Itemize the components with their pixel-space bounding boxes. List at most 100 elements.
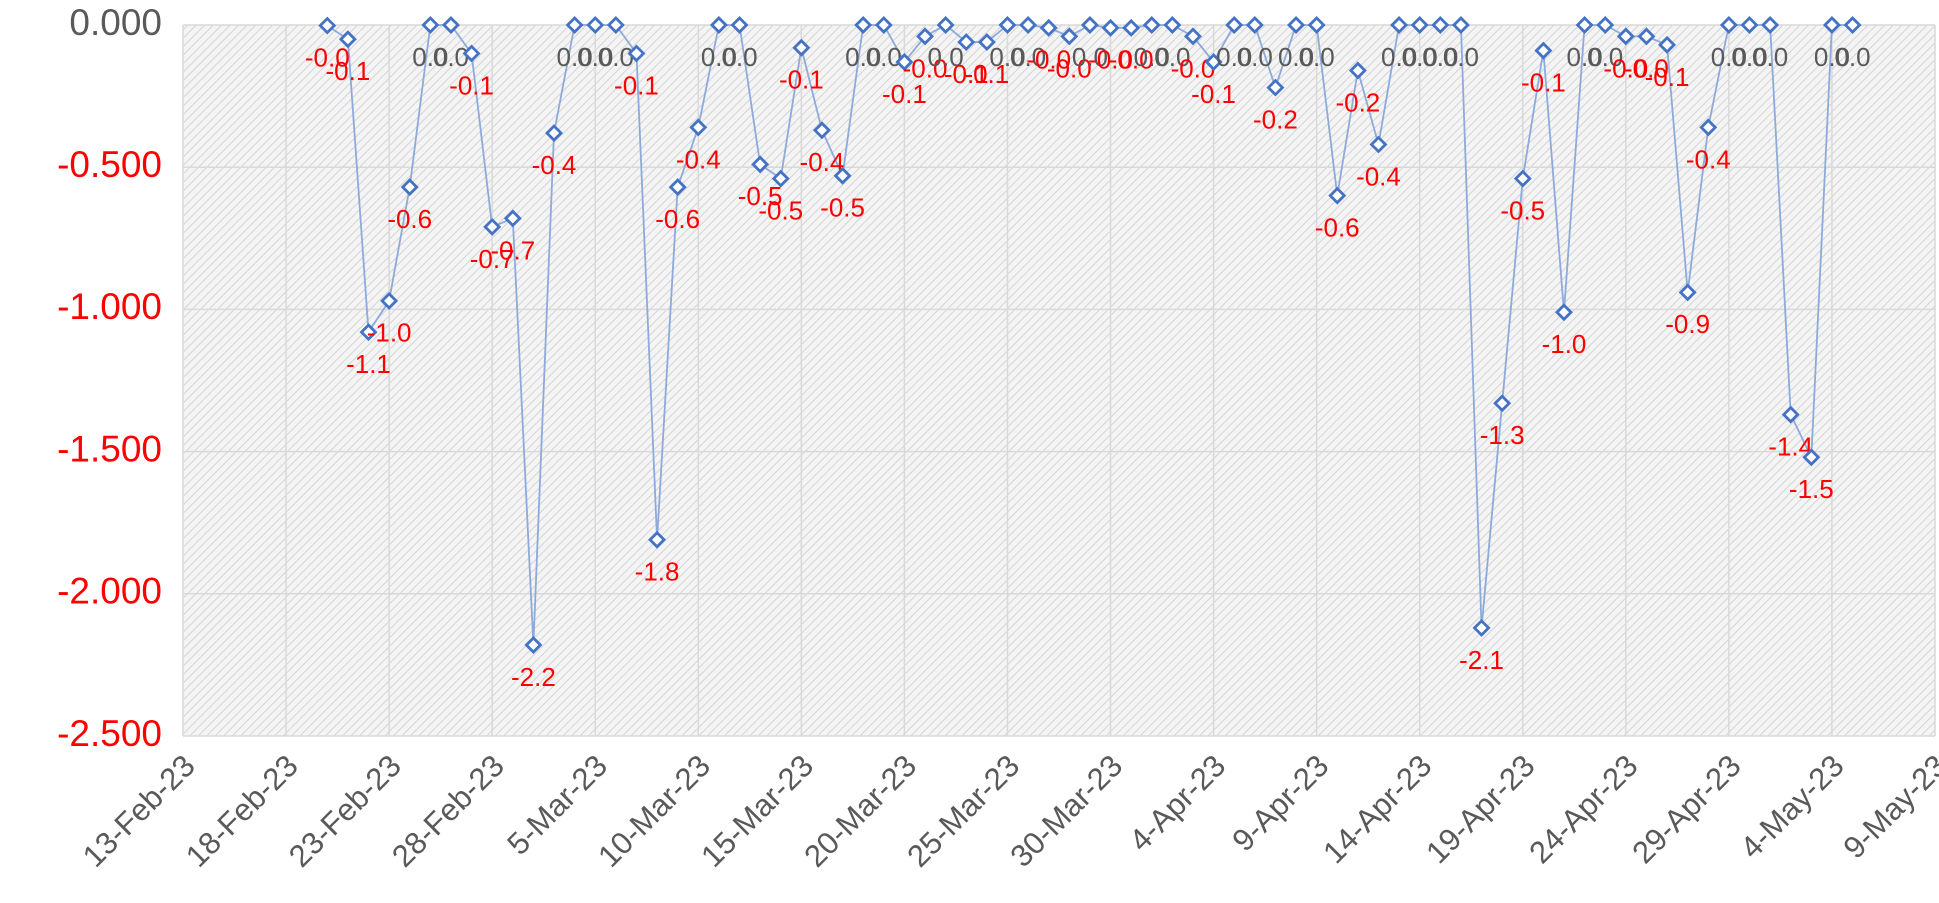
data-point [565,16,584,34]
data-point [689,118,708,137]
data-point [462,44,481,63]
data-point [1101,18,1120,37]
data-label: 0.0 [701,42,737,72]
data-label: 0.0 [928,42,964,72]
data-label: -1.3 [1480,420,1525,450]
data-label: 0.0 [1072,42,1108,72]
data-label: 0.0 [1567,42,1603,72]
data-label: -0.4 [800,147,845,177]
data-point [545,124,563,143]
data-label: -0.0 [1088,45,1133,75]
data-point [586,16,605,34]
data-point [812,121,831,140]
data-point [1307,16,1326,34]
data-point [1328,186,1347,205]
data-point [503,209,522,228]
data-point [1287,16,1306,34]
data-label: -0.1 [449,70,494,100]
data-label: -0.2 [1335,87,1380,117]
data-point [1658,35,1677,54]
data-point [1266,78,1285,97]
x-tick-label: 10-Mar-23 [591,748,717,874]
data-point [1534,41,1553,60]
data-point [1555,303,1573,322]
y-tick-label: -2.500 [57,713,162,754]
data-point [1472,618,1491,637]
y-tick-label: 0.000 [69,2,162,43]
data-label: 0.0 [1587,42,1623,72]
data-point [1369,135,1388,154]
data-label: 0.0 [866,42,902,72]
data-label: 0.0 [1443,42,1479,72]
data-point [1843,16,1862,34]
data-point [400,178,419,197]
data-point [1039,18,1058,37]
data-label: -2.2 [511,662,556,692]
data-label: -0.9 [1665,309,1710,339]
data-point [1204,52,1223,71]
data-point [1080,16,1099,34]
data-point [1719,16,1738,34]
data-point [524,636,543,654]
data-point [916,27,935,46]
data-label: 0.0 [845,42,881,72]
data-point [1431,16,1450,34]
data-label: 0.0 [1752,42,1788,72]
data-point [1761,16,1780,34]
y-tick-label: -1.000 [57,286,162,327]
x-tick-label: 28-Feb-23 [385,748,511,874]
data-point [1060,27,1079,46]
data-label: -0.1 [1645,62,1690,92]
data-point [895,52,914,71]
data-point [1225,16,1244,34]
data-label: 0.0 [721,42,757,72]
data-label: -0.1 [1191,79,1236,109]
data-label: -0.0 [1026,45,1071,75]
data-point [854,16,873,34]
data-point [1616,27,1635,46]
data-point [380,291,399,310]
data-label: -0.4 [676,144,721,174]
x-tick-label: 19-Apr-23 [1419,748,1541,870]
data-point [730,16,749,34]
data-point [1122,18,1141,37]
data-label: -0.5 [820,193,865,223]
data-label: -0.1 [614,70,659,100]
data-label: 0.0 [989,42,1025,72]
data-label: -1.5 [1789,474,1834,504]
data-label: -0.0 [1603,53,1648,83]
data-point [977,33,996,52]
data-point [1493,394,1512,413]
data-point [874,16,893,34]
data-label: -0.0 [1109,45,1154,75]
x-tick-label: 4-Apr-23 [1122,748,1232,858]
data-point [1163,16,1182,34]
data-point [1348,61,1367,80]
data-label: -0.6 [387,204,432,234]
data-label: -0.5 [758,195,803,225]
data-point [1596,16,1615,34]
x-tick-label: 4-May-23 [1733,748,1850,865]
data-label: -0.5 [1500,195,1545,225]
data-label: -0.0 [1171,53,1216,83]
data-point [1678,283,1697,302]
data-label: -0.4 [1686,144,1731,174]
data-point [1245,16,1264,34]
data-label: 0.0 [1834,42,1870,72]
data-label: -0.1 [882,79,927,109]
y-tick-label: -2.000 [57,571,162,612]
x-tick-label: 23-Feb-23 [282,748,408,874]
data-label: -0.0 [1047,53,1092,83]
data-label: 0.0 [1422,42,1458,72]
data-label: -0.0 [903,53,948,83]
data-point [751,155,770,174]
data-label: 0.0 [1381,42,1417,72]
data-point [1410,16,1429,34]
data-point [1637,27,1656,46]
x-tick-label: 15-Mar-23 [694,748,820,874]
data-label: -1.1 [346,349,391,379]
data-label: -0.1 [325,56,370,86]
data-label: 0.0 [1237,42,1273,72]
data-label: 0.0 [1731,42,1767,72]
